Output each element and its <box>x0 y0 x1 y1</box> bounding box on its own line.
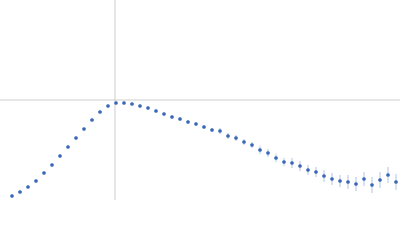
point <box>258 148 262 152</box>
point <box>250 143 254 147</box>
point <box>114 101 118 105</box>
point <box>210 128 214 132</box>
point <box>354 182 358 186</box>
point <box>34 179 38 183</box>
point <box>226 134 230 138</box>
point <box>50 163 54 167</box>
point <box>282 160 286 164</box>
point <box>306 168 310 172</box>
point <box>82 127 86 131</box>
page: {"chart_data": {"type": "scatter", "x": … <box>0 0 400 200</box>
point <box>194 122 198 126</box>
point <box>330 177 334 181</box>
point <box>122 101 126 105</box>
point <box>98 110 102 114</box>
point <box>10 194 14 198</box>
point <box>138 104 142 108</box>
point <box>346 180 350 184</box>
point <box>370 183 374 187</box>
point <box>170 115 174 119</box>
point <box>322 174 326 178</box>
point <box>186 120 190 124</box>
point <box>74 136 78 140</box>
point <box>242 140 246 144</box>
point <box>338 179 342 183</box>
point <box>386 173 390 177</box>
point <box>146 106 150 110</box>
point <box>178 117 182 121</box>
point <box>130 102 134 106</box>
point <box>162 112 166 116</box>
point <box>106 104 110 108</box>
point <box>58 154 62 158</box>
point <box>202 125 206 129</box>
point <box>298 164 302 168</box>
point <box>154 109 158 113</box>
point <box>314 170 318 174</box>
point <box>18 190 22 194</box>
point <box>290 161 294 165</box>
point <box>274 156 278 160</box>
point <box>378 178 382 182</box>
point <box>266 151 270 155</box>
point <box>90 118 94 122</box>
point <box>234 136 238 140</box>
point <box>66 145 70 149</box>
point <box>26 185 30 189</box>
point <box>218 129 222 133</box>
chart <box>0 0 400 200</box>
point <box>362 177 366 181</box>
point <box>42 171 46 175</box>
point <box>394 180 398 184</box>
